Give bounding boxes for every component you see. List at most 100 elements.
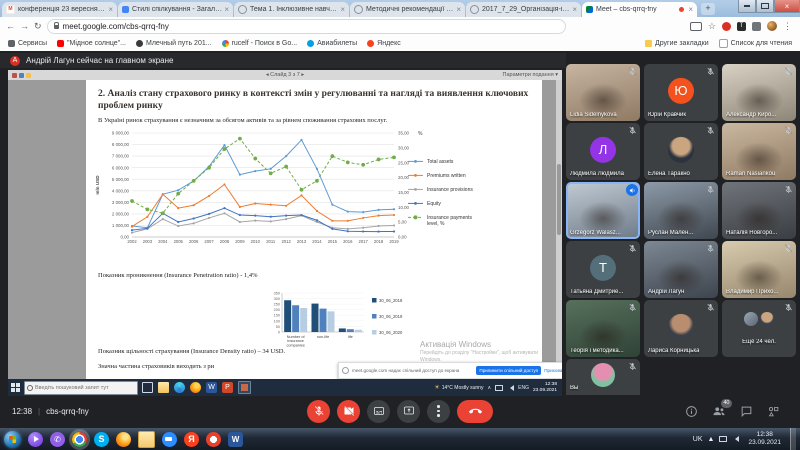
camera-off-button[interactable] xyxy=(337,400,360,423)
participant-tile[interactable]: ЛЛюдмила Людмила xyxy=(566,123,640,180)
browser-tab[interactable]: Методичні рекомендації щодо...× xyxy=(350,2,465,17)
win7-app-firefox[interactable] xyxy=(116,432,131,447)
new-tab-button[interactable]: + xyxy=(701,3,715,15)
participant-tile[interactable]: Руслан Мален... xyxy=(644,182,718,239)
bookmark-item[interactable]: Яндекс xyxy=(367,40,401,47)
browser-tab[interactable]: Стилі спілкування - Загальна п...× xyxy=(118,2,233,17)
meeting-details-button[interactable] xyxy=(685,405,698,418)
tab-close-icon[interactable]: × xyxy=(224,5,229,14)
participant-tile[interactable]: Александр Киро... xyxy=(722,64,796,121)
win7-start-button[interactable] xyxy=(4,431,21,448)
win7-app-alice[interactable] xyxy=(28,432,43,447)
hide-banner-link[interactable]: Приховати xyxy=(544,368,562,373)
bookmark-item[interactable]: Сервисы xyxy=(8,40,47,47)
win7-app-word[interactable]: W xyxy=(228,432,243,447)
display-icon[interactable] xyxy=(690,22,702,31)
svg-text:100: 100 xyxy=(274,319,280,323)
star-icon[interactable]: ☆ xyxy=(708,22,716,31)
svg-text:2002: 2002 xyxy=(127,239,137,244)
chevron-up-icon[interactable]: ▲ xyxy=(708,436,715,443)
win7-app-yandex-browser[interactable] xyxy=(206,432,221,447)
win7-app-yandex[interactable]: Я xyxy=(184,432,199,447)
win7-app-chrome[interactable] xyxy=(72,432,87,447)
network-icon[interactable] xyxy=(719,436,727,442)
win10-search-input[interactable] xyxy=(24,381,138,395)
language-indicator[interactable]: UK xyxy=(693,436,703,443)
participant-tile[interactable]: Лариса Корницька xyxy=(644,300,718,357)
language-indicator[interactable]: ENG xyxy=(518,385,529,391)
weather-widget[interactable]: ☀ 14°C Mostly sunny xyxy=(434,384,483,391)
browser-tab[interactable]: Тема 1. Інклюзивне навчання: ...× xyxy=(234,2,349,17)
browser-tab[interactable]: 2017_7_29_Організація-інклюзи...× xyxy=(466,2,581,17)
win10-app-edge[interactable] xyxy=(174,382,185,393)
mic-off-button[interactable] xyxy=(307,400,330,423)
volume-icon[interactable] xyxy=(732,436,739,442)
bookmark-item[interactable]: Другие закладки xyxy=(645,40,709,47)
bookmark-item[interactable]: Авиабилеты xyxy=(307,40,357,47)
participant-tile[interactable]: ЮЮрій Кравчик xyxy=(644,64,718,121)
bookmark-item[interactable]: Млечный путь 201... xyxy=(136,40,212,47)
win10-app-word[interactable]: W xyxy=(206,382,217,393)
participant-tile[interactable]: Lidia Sidelnykova xyxy=(566,64,640,121)
profile-avatar[interactable] xyxy=(767,21,777,31)
win10-search[interactable] xyxy=(24,381,138,395)
bookmark-item[interactable]: "Мідное солнце"... xyxy=(57,40,126,47)
win7-app-viber[interactable]: ✆ xyxy=(50,432,65,447)
tampermonkey-icon[interactable]: T xyxy=(737,22,746,31)
stop-sharing-button[interactable]: Припинити спільний доступ xyxy=(476,366,541,375)
chat-button[interactable] xyxy=(740,405,753,418)
tab-close-icon[interactable]: × xyxy=(572,5,577,14)
activities-button[interactable] xyxy=(767,405,780,418)
network-icon[interactable] xyxy=(495,385,503,391)
present-button[interactable] xyxy=(397,400,420,423)
win10-clock[interactable]: 12:38 23.09.2021 xyxy=(533,382,559,394)
adblock-icon[interactable] xyxy=(722,22,731,31)
tab-close-icon[interactable]: × xyxy=(340,5,345,14)
tab-title: Тема 1. Інклюзивне навчання: ... xyxy=(250,6,338,13)
browser-tab[interactable]: Mконференція 23 вересня Польш...× xyxy=(2,2,117,17)
participant-tile[interactable]: Владимир Прихо... xyxy=(722,241,796,298)
participant-tile[interactable]: Елена Таракно xyxy=(644,123,718,180)
screen-share-banner: meet.google.com надає спільний доступ до… xyxy=(338,362,562,379)
participant-tile[interactable]: Ещё 24 чел. xyxy=(722,300,796,357)
end-call-button[interactable] xyxy=(457,400,493,423)
volume-icon[interactable] xyxy=(507,385,514,391)
win10-start-button[interactable] xyxy=(11,383,20,392)
bookmark-item[interactable]: rucelf - Поиск в Go... xyxy=(222,40,298,47)
minimize-button[interactable] xyxy=(738,0,756,13)
extensions-icon[interactable] xyxy=(752,22,761,31)
win10-app-explorer[interactable] xyxy=(158,382,169,393)
menu-icon[interactable]: ⋮ xyxy=(783,22,792,31)
participant-tile[interactable]: Андрій Лагун xyxy=(644,241,718,298)
tab-close-icon[interactable]: × xyxy=(456,5,461,14)
participant-tile[interactable]: Наталія Новгоро... xyxy=(722,182,796,239)
close-button[interactable]: × xyxy=(774,0,800,13)
more-options-button[interactable] xyxy=(427,400,450,423)
reload-icon[interactable]: ↻ xyxy=(34,22,42,31)
win7-app-skype[interactable]: S xyxy=(94,432,109,447)
tab-close-icon[interactable]: × xyxy=(688,5,693,14)
tab-close-icon[interactable]: × xyxy=(108,5,113,14)
win10-app-powerpoint[interactable]: P xyxy=(222,382,233,393)
win7-app-zoom[interactable] xyxy=(162,432,177,447)
win10-app-task-view[interactable] xyxy=(142,382,153,393)
chevron-up-icon[interactable]: ∧ xyxy=(487,385,491,391)
address-bar[interactable]: meet.google.com/cbs-qrrq-fny xyxy=(47,19,566,34)
participants-button[interactable]: 40 xyxy=(712,404,726,418)
participant-tile[interactable]: Теорія і методика... xyxy=(566,300,640,357)
back-icon[interactable]: ← xyxy=(6,22,15,31)
participant-tile[interactable]: ТТатьяна Дмитрие... xyxy=(566,241,640,298)
win10-app-active-app[interactable] xyxy=(238,381,251,394)
forward-icon[interactable]: → xyxy=(20,22,29,31)
participant-tile[interactable]: Raman Nasiankou xyxy=(722,123,796,180)
show-desktop-button[interactable] xyxy=(790,428,796,450)
maximize-button[interactable] xyxy=(756,0,774,13)
captions-button[interactable] xyxy=(367,400,390,423)
participant-tile[interactable]: Вы xyxy=(566,359,640,395)
win7-app-explorer[interactable] xyxy=(138,431,155,448)
participant-tile[interactable]: Grzegorz Walasz... xyxy=(566,182,640,239)
browser-tab[interactable]: Meet – cbs-qrrq-fny× xyxy=(582,2,697,17)
win7-clock[interactable]: 12:38 23.09.2021 xyxy=(744,431,785,448)
bookmark-item[interactable]: Список для чтения xyxy=(719,39,792,48)
win10-app-firefox[interactable] xyxy=(190,382,201,393)
